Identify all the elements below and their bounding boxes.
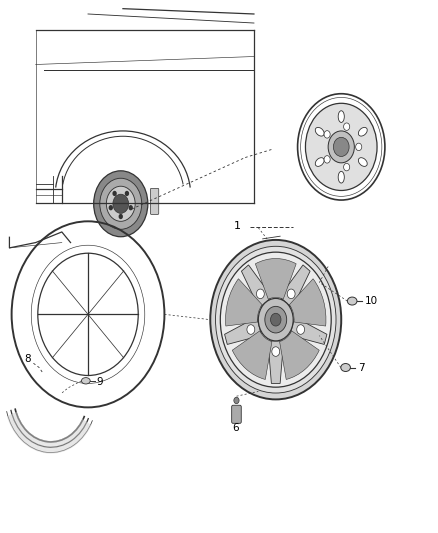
- Wedge shape: [232, 331, 272, 379]
- Circle shape: [125, 191, 129, 196]
- Circle shape: [343, 123, 350, 131]
- Circle shape: [113, 194, 129, 213]
- Circle shape: [100, 178, 142, 229]
- Circle shape: [324, 156, 330, 163]
- FancyBboxPatch shape: [150, 188, 159, 214]
- Circle shape: [356, 143, 362, 151]
- Polygon shape: [241, 265, 272, 308]
- Wedge shape: [226, 279, 262, 326]
- Text: 10: 10: [364, 296, 378, 306]
- Ellipse shape: [341, 364, 350, 372]
- Wedge shape: [279, 331, 319, 379]
- Ellipse shape: [358, 158, 367, 166]
- Polygon shape: [268, 341, 284, 383]
- Ellipse shape: [338, 171, 344, 183]
- Circle shape: [343, 164, 350, 171]
- Polygon shape: [290, 317, 327, 344]
- Text: 1: 1: [234, 221, 241, 231]
- Circle shape: [272, 347, 280, 357]
- Circle shape: [297, 325, 304, 334]
- Polygon shape: [280, 265, 310, 308]
- Text: 6: 6: [232, 423, 239, 433]
- Ellipse shape: [81, 377, 90, 384]
- Ellipse shape: [347, 297, 357, 305]
- Circle shape: [109, 205, 113, 211]
- Circle shape: [128, 205, 133, 211]
- Circle shape: [333, 138, 349, 157]
- Circle shape: [119, 214, 123, 219]
- Circle shape: [247, 325, 255, 334]
- Circle shape: [215, 246, 336, 393]
- Wedge shape: [290, 279, 326, 326]
- Circle shape: [265, 306, 287, 333]
- Circle shape: [305, 103, 377, 190]
- Ellipse shape: [315, 158, 324, 166]
- Circle shape: [234, 397, 239, 403]
- FancyBboxPatch shape: [232, 405, 241, 423]
- Circle shape: [324, 131, 330, 138]
- Circle shape: [328, 131, 354, 163]
- Circle shape: [258, 298, 293, 341]
- Wedge shape: [255, 259, 296, 299]
- Ellipse shape: [315, 127, 324, 136]
- Circle shape: [287, 289, 295, 298]
- Ellipse shape: [358, 127, 367, 136]
- Circle shape: [106, 186, 135, 221]
- Circle shape: [210, 240, 341, 399]
- Text: 9: 9: [97, 377, 103, 387]
- Ellipse shape: [338, 111, 344, 123]
- Circle shape: [271, 313, 281, 326]
- Polygon shape: [225, 317, 261, 344]
- Circle shape: [220, 252, 331, 387]
- Text: 8: 8: [25, 354, 32, 364]
- Circle shape: [256, 289, 264, 298]
- Text: 7: 7: [358, 362, 364, 373]
- Circle shape: [94, 171, 148, 237]
- Circle shape: [113, 191, 117, 196]
